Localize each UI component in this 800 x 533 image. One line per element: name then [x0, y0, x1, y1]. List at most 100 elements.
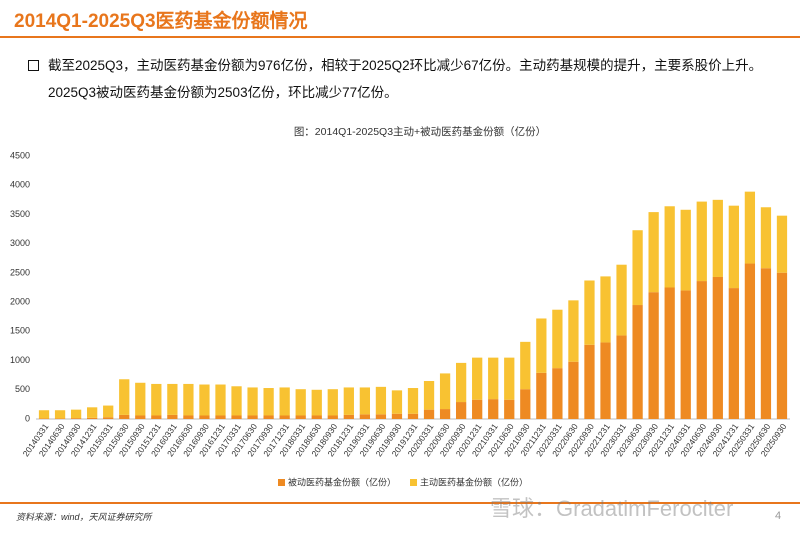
y-tick-label: 1500 — [10, 326, 30, 336]
bar-segment — [167, 414, 178, 419]
bar-segment — [632, 230, 643, 306]
bar-segment — [712, 276, 723, 419]
y-tick-label: 0 — [25, 413, 30, 423]
bar-segment — [199, 415, 210, 419]
bar-segment — [536, 318, 547, 373]
bar-segment — [407, 413, 419, 419]
bar-segment — [584, 280, 595, 345]
bar-segment — [648, 212, 659, 293]
bar-segment — [54, 418, 66, 419]
bar-segment — [247, 415, 258, 419]
bar-segment — [776, 272, 788, 419]
bar-segment — [407, 388, 419, 414]
y-tick-label: 3500 — [10, 209, 30, 219]
bar-segment — [279, 387, 290, 416]
bar-segment — [455, 402, 467, 419]
y-tick-label: 3000 — [10, 238, 30, 248]
bar-segment — [391, 390, 403, 414]
bar-segment — [295, 389, 306, 416]
bar-segment — [488, 357, 499, 400]
bullet-text: 截至2025Q3，主动医药基金份额为976亿份，相较于2025Q2环比减少67亿… — [24, 52, 793, 106]
bar-segment — [520, 341, 531, 390]
bar-segment — [103, 417, 114, 419]
bar-segment — [504, 399, 515, 419]
bar-segment — [696, 201, 707, 282]
footer-rule — [0, 502, 800, 504]
bar-segment — [311, 415, 322, 419]
bar-segment — [391, 413, 403, 419]
bar-segment — [616, 264, 627, 336]
y-tick-label: 2500 — [10, 267, 30, 277]
bar-segment — [504, 357, 515, 400]
bar-segment — [215, 384, 226, 416]
bar-segment — [744, 263, 756, 419]
bar-segment — [568, 361, 579, 419]
bar-segment — [279, 415, 290, 419]
bar-segment — [472, 399, 483, 419]
legend-label: 被动医药基金份额（亿份） — [288, 476, 396, 487]
bar-segment — [263, 415, 274, 419]
bar-segment — [87, 417, 98, 419]
bar-segment — [664, 206, 675, 288]
bar-segment — [70, 418, 82, 419]
chart-title: 图：2014Q1-2025Q3主动+被动医药基金份额（亿份） — [294, 125, 546, 138]
bar-segment — [38, 410, 50, 419]
bar-segment — [311, 389, 322, 416]
bar-segment — [231, 386, 242, 416]
legend-label: 主动医药基金份额（亿份） — [420, 476, 528, 487]
bar-segment — [439, 409, 451, 419]
page-title: 2014Q1-2025Q3医药基金份额情况 — [14, 11, 308, 32]
bar-segment — [70, 409, 82, 419]
y-tick-label: 4000 — [10, 180, 30, 190]
bar-segment — [359, 414, 371, 419]
bar-segment — [231, 415, 242, 419]
bar-segment — [151, 383, 162, 416]
bar-segment — [375, 386, 387, 415]
source-note: 资料来源：wind，天风证券研究所 — [16, 512, 152, 522]
y-tick-label: 4500 — [10, 150, 30, 160]
bar-segment — [135, 382, 146, 416]
y-tick-label: 2000 — [10, 296, 30, 306]
bar-segment — [54, 410, 66, 419]
bar-segment — [247, 387, 258, 416]
bar-segment — [343, 414, 354, 419]
bar-segment — [696, 281, 707, 419]
bar-segment — [38, 418, 50, 419]
bar-segment — [520, 389, 531, 419]
bar-segment — [776, 215, 788, 273]
bar-segment — [712, 199, 723, 277]
bar-segment — [616, 335, 627, 419]
bar-segment — [760, 207, 772, 269]
bar-segment — [488, 399, 499, 419]
title-rule — [0, 36, 800, 38]
legend-swatch — [278, 479, 285, 486]
bar-segment — [760, 268, 772, 419]
bar-segment — [343, 387, 354, 415]
page-number: 4 — [775, 510, 782, 522]
bar-segment — [263, 388, 274, 416]
bar-segment — [135, 415, 146, 419]
bar-segment — [119, 414, 130, 419]
bar-segment — [119, 379, 130, 415]
bar-segment — [472, 357, 483, 400]
bar-segment — [664, 287, 675, 419]
bar-segment — [183, 383, 194, 416]
bar-segment — [680, 209, 691, 291]
bar-segment — [423, 381, 435, 410]
bar-segment — [423, 409, 435, 419]
bar-segment — [375, 414, 387, 419]
bar-segment — [728, 288, 739, 419]
bar-segment — [167, 383, 178, 415]
bar-segment — [728, 205, 739, 289]
y-tick-label: 1000 — [10, 355, 30, 365]
watermark: 雪球：GradatimFerociter — [490, 496, 734, 521]
bar-segment — [568, 300, 579, 362]
bar-segment — [199, 384, 210, 416]
bar-segment — [552, 368, 563, 419]
bar-segment — [744, 191, 756, 264]
bar-segment — [215, 415, 226, 419]
bar-segment — [327, 389, 338, 416]
bar-segment — [439, 373, 451, 410]
bar-segment — [359, 387, 371, 415]
